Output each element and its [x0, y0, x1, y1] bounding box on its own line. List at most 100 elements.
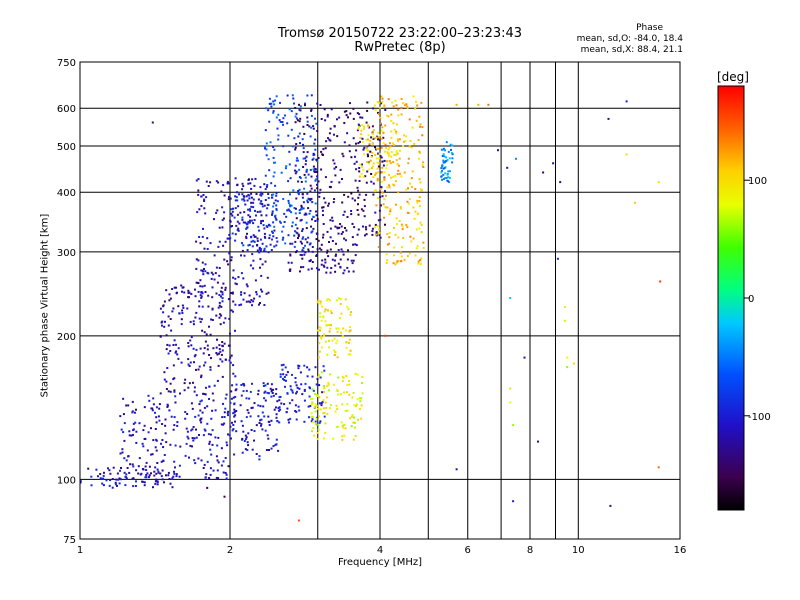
- data-point: [316, 187, 319, 190]
- data-point: [147, 394, 150, 397]
- data-point: [361, 392, 364, 395]
- data-point: [343, 424, 346, 426]
- data-point: [243, 292, 246, 295]
- data-point: [192, 439, 195, 442]
- data-point: [288, 163, 291, 166]
- data-point: [314, 138, 317, 141]
- data-point: [343, 110, 346, 113]
- data-point: [387, 174, 390, 176]
- data-point: [132, 477, 135, 480]
- data-point: [226, 180, 229, 183]
- data-point: [361, 140, 364, 143]
- data-point: [223, 411, 226, 414]
- data-point: [192, 426, 195, 428]
- data-point: [292, 97, 295, 100]
- data-point: [289, 242, 292, 245]
- data-point: [394, 203, 397, 206]
- data-point: [247, 208, 250, 211]
- data-point: [203, 198, 206, 201]
- data-point: [125, 473, 128, 476]
- data-point: [197, 414, 200, 417]
- data-point: [141, 442, 144, 445]
- data-point: [227, 237, 230, 240]
- data-point: [309, 135, 312, 138]
- data-point: [295, 251, 297, 254]
- data-point: [372, 107, 375, 110]
- data-point: [268, 223, 270, 226]
- data-point: [333, 349, 336, 352]
- data-point: [224, 358, 227, 361]
- data-point: [172, 364, 175, 367]
- data-point: [322, 214, 324, 217]
- data-point: [224, 407, 227, 410]
- data-point: [154, 446, 157, 449]
- data-point: [232, 372, 235, 375]
- data-point: [342, 376, 345, 379]
- data-point: [308, 386, 311, 389]
- data-point: [188, 291, 191, 294]
- data-point: [207, 185, 210, 187]
- data-point: [322, 315, 325, 318]
- data-point: [375, 136, 378, 139]
- data-point: [341, 178, 343, 180]
- data-point: [359, 400, 362, 403]
- data-point: [267, 204, 270, 206]
- data-point: [240, 384, 243, 386]
- data-point: [317, 157, 320, 159]
- data-point: [265, 142, 268, 145]
- data-point: [187, 296, 190, 299]
- data-point: [211, 319, 214, 321]
- data-point: [390, 151, 393, 153]
- data-point: [276, 240, 279, 243]
- data-point: [186, 307, 189, 310]
- data-point: [238, 304, 241, 307]
- data-point: [299, 240, 302, 243]
- data-point: [308, 125, 311, 128]
- data-point: [216, 459, 219, 462]
- data-point: [156, 462, 159, 464]
- data-point: [336, 226, 339, 229]
- data-point: [268, 120, 271, 123]
- data-point: [385, 253, 388, 256]
- data-point: [376, 100, 379, 103]
- data-point: [368, 162, 371, 165]
- data-point: [248, 208, 251, 211]
- data-point: [334, 410, 337, 413]
- data-point: [141, 468, 144, 470]
- data-point: [234, 329, 236, 332]
- data-point: [334, 351, 337, 354]
- data-point: [379, 155, 382, 157]
- data-point: [284, 366, 287, 369]
- data-point: [312, 127, 315, 130]
- data-point: [350, 192, 353, 195]
- data-point: [407, 157, 410, 160]
- data-point: [225, 473, 228, 476]
- data-point: [388, 142, 391, 145]
- data-point: [306, 151, 309, 154]
- data-point: [344, 239, 347, 242]
- data-point: [284, 242, 287, 245]
- data-point: [297, 237, 299, 239]
- data-point: [330, 312, 333, 315]
- data-point: [229, 361, 232, 364]
- data-point: [330, 324, 332, 327]
- data-point: [376, 225, 379, 228]
- data-point: [341, 424, 344, 427]
- data-point: [276, 200, 279, 203]
- data-point: [232, 300, 235, 303]
- data-point: [326, 251, 328, 254]
- data-point: [316, 175, 319, 178]
- data-point: [398, 149, 401, 152]
- data-point: [130, 434, 133, 437]
- data-point: [253, 430, 256, 432]
- data-point: [231, 291, 234, 294]
- data-point: [215, 346, 218, 349]
- data-point: [312, 427, 315, 430]
- data-point: [345, 346, 348, 349]
- data-point: [296, 157, 299, 160]
- data-point: [395, 123, 398, 126]
- data-point: [377, 165, 380, 168]
- data-point: [341, 201, 344, 204]
- data-point: [338, 226, 341, 229]
- data-point: [294, 223, 297, 226]
